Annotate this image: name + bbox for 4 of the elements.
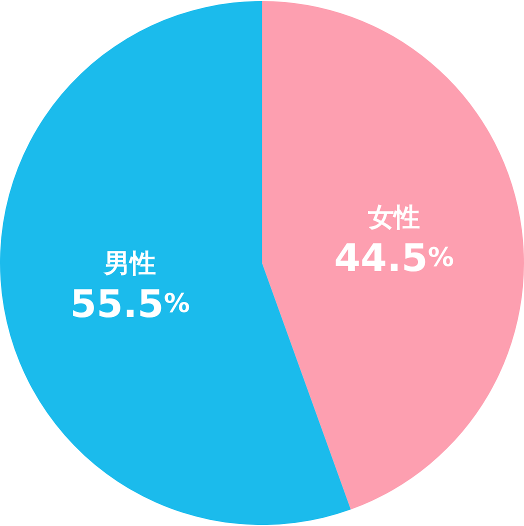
data-label: 55.5% [70, 282, 190, 326]
slice-label: 男性 [102, 249, 156, 280]
data-label: 44.5% [334, 236, 454, 280]
slice-label: 女性 [367, 202, 420, 233]
